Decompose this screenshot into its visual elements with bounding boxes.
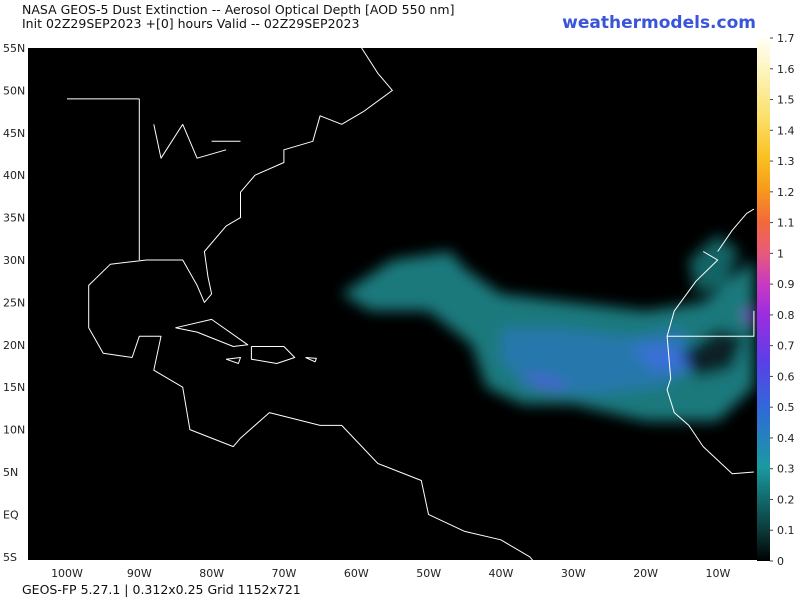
lon-label: 80W [199,567,224,580]
lon-label: 70W [272,567,297,580]
dust-area [688,234,740,294]
colorbar-label: 1.1 [777,217,795,230]
colorbar-label: 0.2 [777,493,795,506]
lat-label: 5N [3,466,18,479]
colorbar-label: 1.2 [777,186,795,199]
lon-label: 60W [344,567,369,580]
lat-label: 10N [3,424,25,437]
coastline [175,318,249,347]
colorbar-label: 1.5 [777,94,795,107]
lat-label: 5S [3,551,17,564]
colorbar-label: 1 [777,247,784,260]
colorbar-label: 0.7 [777,340,795,353]
dust-core [744,309,757,322]
lon-label: 90W [127,567,152,580]
lon-label: 50W [416,567,441,580]
colorbar-label: 0 [777,555,784,568]
colorbar-label: 0.3 [777,463,795,476]
colorbar-label: 1.3 [777,155,795,168]
lon-label: 40W [489,567,514,580]
lat-label: EQ [3,508,19,521]
lon-label: 10W [706,567,731,580]
colorbar-label: 0.8 [777,309,795,322]
colorbar-label: 0.4 [777,432,795,445]
coastlines [67,48,755,560]
coastline [666,251,754,475]
colorbar-label: 0.1 [777,524,795,537]
coastline [182,124,227,159]
title: NASA GEOS-5 Dust Extinction -- Aerosol O… [22,2,454,17]
lat-label: 25N [3,296,25,309]
lat-label: 30N [3,254,25,267]
lat-label: 50N [3,84,25,97]
coastline [250,346,296,364]
coastline [225,357,241,364]
dust-area [515,374,574,392]
dust-plume [341,234,757,422]
lon-label: 20W [633,567,658,580]
colorbar-label: 0.5 [777,401,795,414]
coastline [88,48,534,560]
lat-label: 45N [3,127,25,140]
colorbar-label: 0.9 [777,278,795,291]
colorbar-label: 1.7 [777,32,795,45]
brand: weathermodels.com [562,13,756,33]
coastline [717,208,755,252]
coastline [667,310,755,337]
lat-label: 55N [3,42,25,55]
footer: GEOS-FP 5.27.1 | 0.312x0.25 Grid 1152x72… [22,582,301,597]
lat-label: 15N [3,381,25,394]
coastline [153,124,184,159]
dust-area [630,344,696,371]
colorbar-label: 1.4 [777,124,795,137]
coastline [305,357,317,363]
lon-label: 30W [561,567,586,580]
dust-area [681,327,747,379]
lat-label: 40N [3,169,25,182]
lon-label: 100W [51,567,83,580]
colorbar [757,38,770,561]
subtitle: Init 02Z29SEP2023 +[0] hours Valid -- 02… [22,16,359,31]
colorbar-label: 0.6 [777,370,795,383]
lat-label: 35N [3,212,25,225]
lat-label: 20N [3,339,25,352]
colorbar-label: 1.6 [777,63,795,76]
